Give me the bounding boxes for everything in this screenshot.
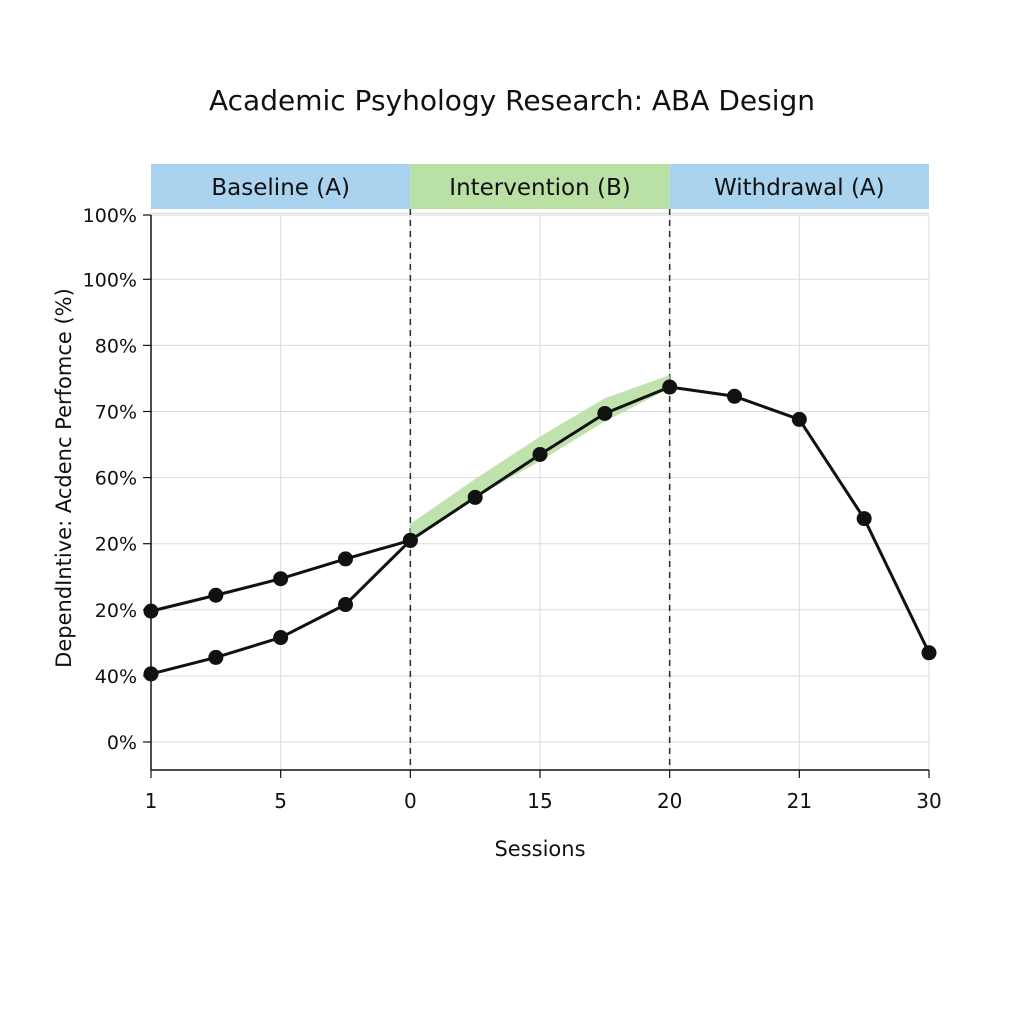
phase-label-1: Baseline (A) (211, 175, 350, 201)
y-tick-label: 70% (95, 402, 137, 424)
data-point (791, 411, 807, 427)
y-tick-label: 0% (107, 732, 137, 754)
data-point (208, 587, 224, 603)
chart-title: Academic Psyhology Research: ABA Design (208, 84, 815, 117)
data-point (467, 489, 483, 505)
data-point (662, 379, 678, 395)
x-tick-label: 0 (404, 789, 417, 813)
phase-band-1 (151, 164, 411, 209)
phase-label-3: Withdrawal (A) (714, 175, 885, 201)
data-point (921, 645, 937, 661)
y-tick-label: 20% (95, 534, 137, 556)
x-axis-label: Sessions (494, 837, 585, 861)
data-point (856, 511, 872, 527)
data-point (727, 388, 742, 404)
data-point (273, 571, 289, 587)
x-tick-label: 30 (916, 789, 941, 813)
x-tick-label: 5 (274, 789, 287, 813)
x-tick-label: 20 (657, 789, 682, 813)
data-point (208, 649, 224, 665)
data-point (273, 630, 289, 646)
data-point (338, 551, 353, 567)
y-axis-label: DependIntive: Acdenc Perfomce (%) (52, 288, 76, 668)
y-tick-label: 100% (83, 205, 137, 227)
x-tick-label: 21 (787, 789, 812, 813)
y-tick-label: 100% (83, 269, 137, 291)
data-point (338, 597, 353, 613)
phase-band-2 (410, 164, 670, 209)
x-tick-label: 1 (145, 789, 158, 813)
data-point (597, 405, 613, 421)
y-tick-label: 80% (95, 335, 137, 357)
phase-label-2: Intervention (B) (449, 175, 630, 201)
data-point (532, 446, 548, 462)
y-tick-label: 20% (95, 600, 137, 622)
data-point (143, 666, 159, 682)
y-tick-label: 60% (95, 468, 137, 490)
phase-band-3 (669, 164, 929, 209)
data-point (143, 603, 159, 619)
y-tick-label: 40% (95, 666, 137, 688)
x-tick-label: 15 (527, 789, 552, 813)
data-point (402, 532, 418, 548)
